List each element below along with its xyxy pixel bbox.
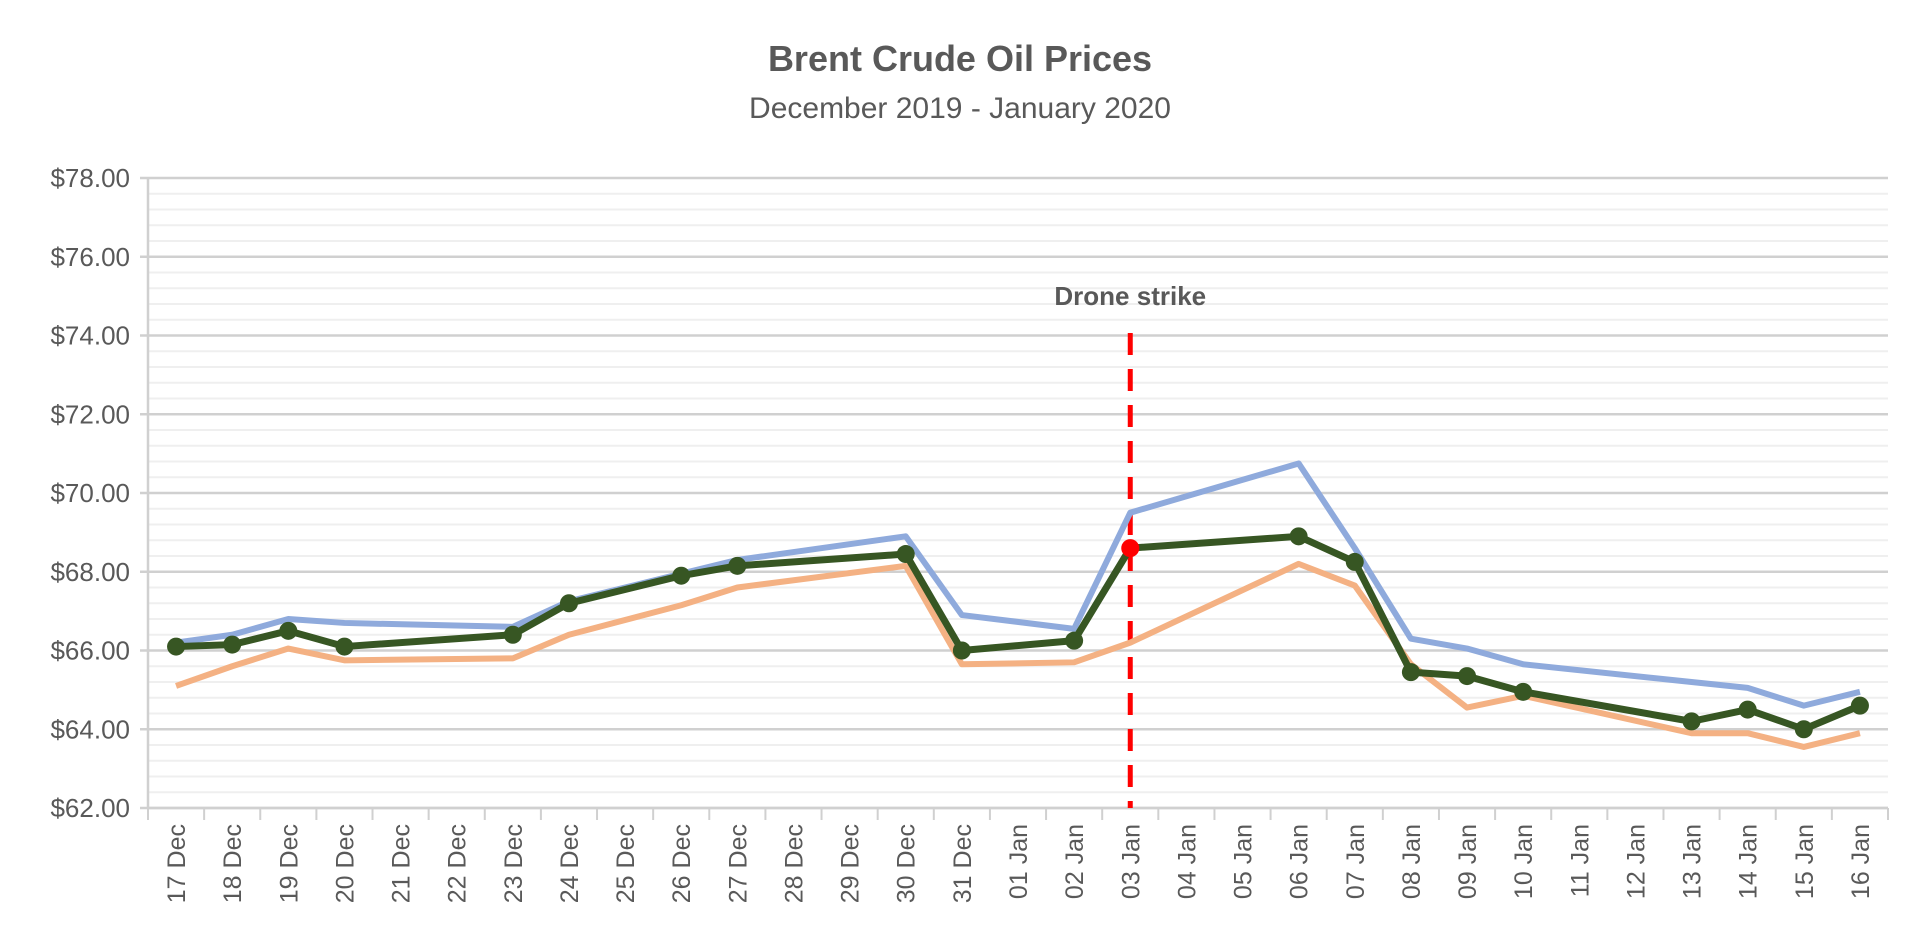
x-tick-label: 21 Dec [388,824,416,903]
data-point [1850,696,1869,715]
data-point [1514,682,1533,701]
data-point [279,621,298,640]
x-tick-label: 15 Jan [1791,824,1819,899]
x-tick-label: 06 Jan [1286,824,1314,899]
x-tick-label: 16 Jan [1847,824,1875,899]
x-tick-label: 10 Jan [1510,824,1538,899]
data-point [1738,700,1757,719]
data-point [559,594,578,613]
y-tick-label: $76.00 [50,242,130,272]
data-point [1345,552,1364,571]
x-tick-label: 17 Dec [163,824,191,903]
x-tick-label: 05 Jan [1230,824,1258,899]
data-point [672,566,691,585]
data-point [1794,720,1813,739]
x-tick-label: 08 Jan [1398,824,1426,899]
series-line-1 [175,560,1861,750]
x-tick-label: 14 Jan [1735,824,1763,899]
y-tick-label: $78.00 [50,163,130,193]
y-tick-label: $62.00 [50,793,130,823]
data-point [335,637,354,656]
data-point [1289,527,1308,546]
data-point [503,625,522,644]
x-tick-label: 07 Jan [1342,824,1370,899]
x-tick-label: 12 Jan [1622,824,1650,899]
chart-title: Brent Crude Oil Prices [767,38,1153,79]
x-tick-label: 29 Dec [837,824,865,903]
x-tick-label: 31 Dec [949,824,977,903]
data-point [728,556,747,575]
y-tick-label: $66.00 [50,636,130,666]
data-point [167,637,186,656]
x-tick-label: 20 Dec [331,824,359,903]
y-tick-label: $70.00 [50,478,130,508]
data-point [952,641,971,660]
data-point [1065,631,1084,650]
x-tick-label: 26 Dec [668,824,696,903]
x-tick-label: 25 Dec [612,824,640,903]
x-tick-label: 27 Dec [724,824,752,903]
highlight-point [1121,539,1140,558]
x-tick-label: 01 Jan [1005,824,1033,899]
data-point [1458,667,1477,686]
y-tick-label: $68.00 [50,557,130,587]
annotation-label: Drone strike [1054,281,1206,311]
x-tick-label: 30 Dec [893,824,921,903]
x-tick-label: 18 Dec [219,824,247,903]
data-point [1401,663,1420,682]
x-tick-label: 24 Dec [556,824,584,903]
x-tick-label: 02 Jan [1061,824,1089,899]
data-point [223,635,242,654]
data-point [1682,712,1701,731]
y-tick-label: $64.00 [50,714,130,744]
x-tick-label: 28 Dec [780,824,808,903]
x-tick-label: 03 Jan [1117,824,1145,899]
chart-subtitle: December 2019 - January 2020 [749,92,1171,125]
data-point [896,545,915,564]
x-tick-label: 11 Jan [1566,824,1594,897]
y-tick-label: $74.00 [50,321,130,351]
x-tick-label: 23 Dec [500,824,528,903]
x-tick-label: 04 Jan [1173,824,1201,899]
x-tick-label: 09 Jan [1454,824,1482,899]
series-line-2 [175,532,1862,733]
x-tick-label: 19 Dec [275,824,303,903]
y-tick-label: $72.00 [50,399,130,429]
x-tick-label: 13 Jan [1679,824,1707,899]
x-tick-label: 22 Dec [444,824,472,903]
series-line-0 [175,460,1861,709]
